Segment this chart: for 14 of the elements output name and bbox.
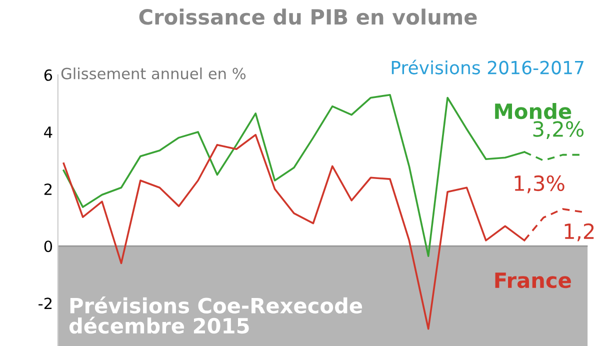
chart-title: Croissance du PIB en volume xyxy=(139,8,477,25)
y-tick-label: 6 xyxy=(44,69,52,81)
y-tick-label: 2 xyxy=(44,184,52,195)
y-tick-label: -2 xyxy=(38,298,52,309)
y-tick-label: 4 xyxy=(44,126,52,138)
data-label: 1,3% xyxy=(514,175,564,194)
data-label: 3,2% xyxy=(533,121,584,140)
data-label: 1,2 xyxy=(564,223,594,242)
annotation: Prévisions 2016-2017 xyxy=(392,60,584,74)
annotation: Prévisions Coe-Rexecode décembre 2015 xyxy=(69,296,362,334)
series-label: Monde xyxy=(495,102,572,120)
series-label: France xyxy=(495,272,571,288)
y-axis-title: Glissement annuel en % xyxy=(61,68,246,80)
y-tick-label: 0 xyxy=(44,240,52,252)
